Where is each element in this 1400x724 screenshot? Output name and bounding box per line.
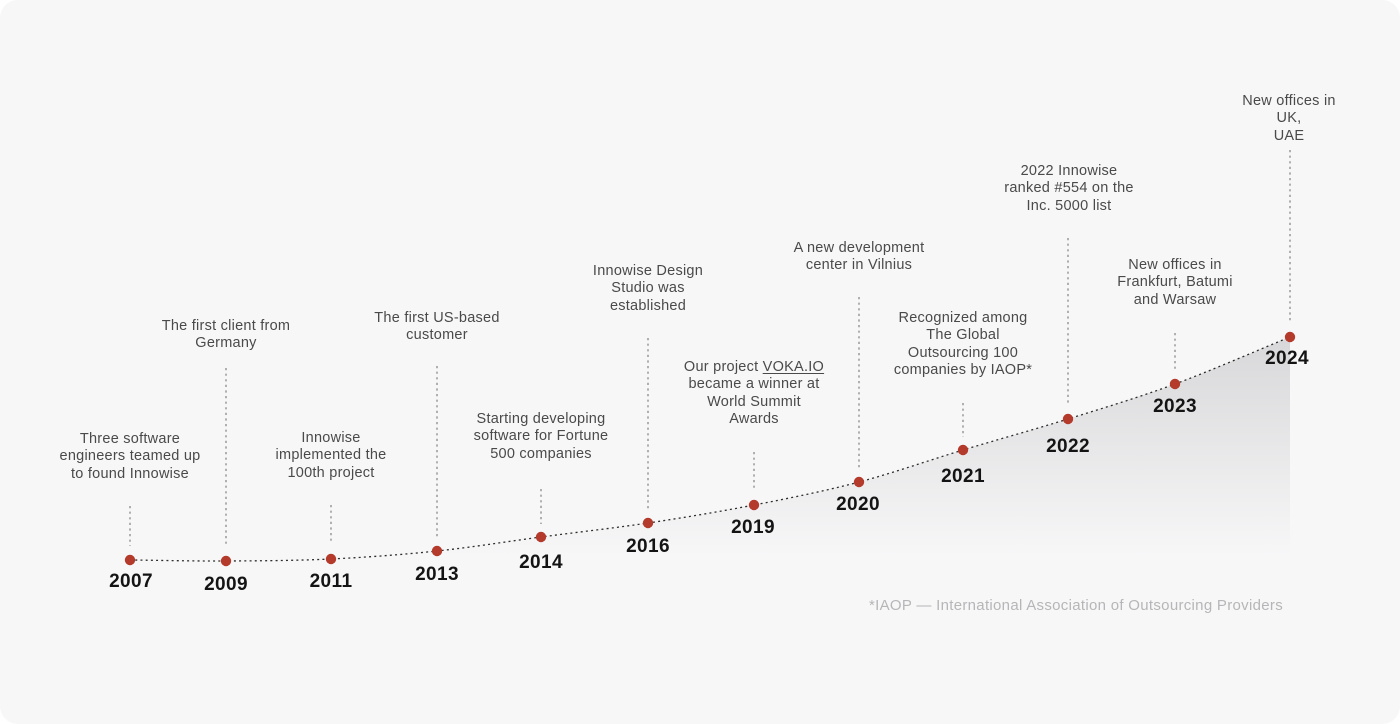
note-text: Three software engineers teamed up to fo… <box>59 431 201 482</box>
voka-io-link[interactable]: VOKA.IO <box>762 359 825 375</box>
connector-lines <box>129 150 1291 547</box>
milestone-note-2013: The first US-based customer <box>374 310 499 345</box>
note-text: Innowise Design Studio was established <box>592 263 704 314</box>
dot-2019 <box>748 499 760 511</box>
milestone-note-2007: Three software engineers teamed up to fo… <box>60 431 201 483</box>
dot-2021 <box>957 444 969 456</box>
dot-2016 <box>642 517 654 529</box>
milestone-year-2014: 2014 <box>519 552 563 573</box>
milestone-note-2019: Our project VOKA.IO became a winner at W… <box>684 359 824 429</box>
note-text: 2022 Innowise ranked #554 on the Inc. 50… <box>1004 163 1134 214</box>
dot-2013 <box>431 545 443 557</box>
milestone-year-2011: 2011 <box>309 571 353 592</box>
growth-area-fill <box>130 337 1290 610</box>
note-text: The first client from Germany <box>161 318 291 352</box>
dot-2014 <box>535 531 547 543</box>
note-text: Starting developing software for Fortune… <box>473 411 609 462</box>
dot-2011 <box>325 553 337 565</box>
milestone-year-2016: 2016 <box>626 536 670 557</box>
dot-2024 <box>1284 331 1296 343</box>
milestone-year-2019: 2019 <box>731 517 775 538</box>
milestone-note-2009: The first client from Germany <box>162 318 291 353</box>
milestone-year-2022: 2022 <box>1046 436 1090 457</box>
note-text: Our project <box>683 359 763 375</box>
milestone-note-2022: 2022 Innowise ranked #554 on the Inc. 50… <box>1004 163 1133 215</box>
dot-2022 <box>1062 413 1074 425</box>
milestone-year-2024: 2024 <box>1265 348 1309 369</box>
note-text: became a winner at World Summit Awards <box>688 376 820 428</box>
note-text: New offices in UK, UAE <box>1242 93 1336 144</box>
milestone-year-2023: 2023 <box>1153 396 1197 417</box>
dot-2020 <box>853 476 865 488</box>
milestone-year-2009: 2009 <box>204 574 248 595</box>
milestone-note-2016: Innowise Design Studio was established <box>593 263 703 315</box>
milestone-note-2020: A new development center in Vilnius <box>794 240 925 275</box>
milestone-note-2024: New offices in UK, UAE <box>1234 93 1345 145</box>
note-text: Innowise implemented the 100th project <box>275 430 387 481</box>
milestone-dots <box>124 331 1296 567</box>
dot-2007 <box>124 554 136 566</box>
milestone-year-2007: 2007 <box>109 571 153 592</box>
note-text: A new development center in Vilnius <box>793 240 925 274</box>
note-text: The first US-based customer <box>374 310 500 344</box>
dot-2023 <box>1169 378 1181 390</box>
milestone-note-2021: Recognized among The Global Outsourcing … <box>894 310 1032 380</box>
dot-2009 <box>220 555 232 567</box>
iaop-footnote: *IAOP — International Association of Out… <box>869 597 1283 614</box>
milestone-note-2023: New offices in Frankfurt, Batumi and War… <box>1117 257 1232 309</box>
milestone-note-2011: Innowise implemented the 100th project <box>276 430 387 482</box>
milestone-year-2021: 2021 <box>941 466 985 487</box>
milestone-year-2020: 2020 <box>836 494 880 515</box>
milestone-note-2014: Starting developing software for Fortune… <box>474 411 609 463</box>
note-text: Recognized among The Global Outsourcing … <box>893 310 1033 379</box>
milestone-year-2013: 2013 <box>415 564 459 585</box>
note-text: New offices in Frankfurt, Batumi and War… <box>1117 257 1233 308</box>
